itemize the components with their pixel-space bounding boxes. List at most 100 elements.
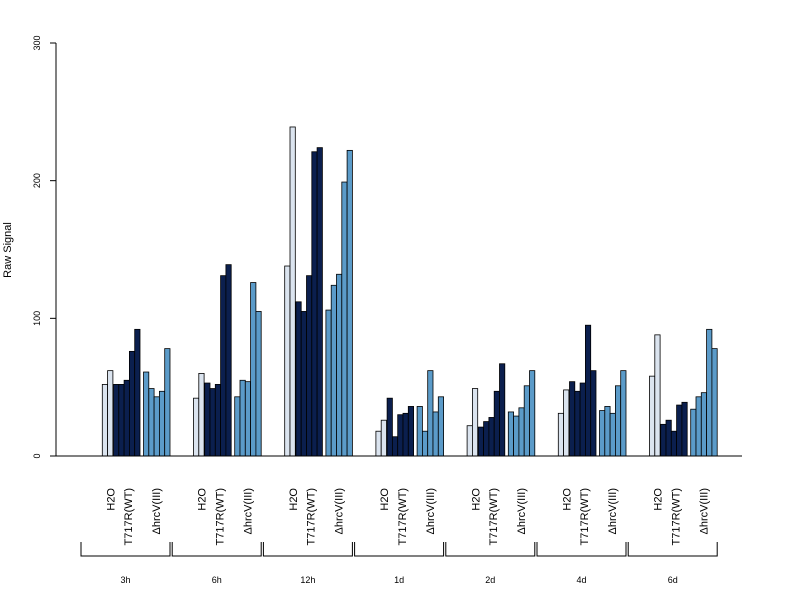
bar — [676, 404, 683, 457]
bar — [148, 388, 155, 457]
bar — [585, 324, 592, 457]
treatment-label: T717R(WT) — [579, 488, 591, 545]
bar — [665, 419, 672, 457]
bar — [250, 282, 257, 457]
bar — [209, 388, 216, 457]
bar — [386, 397, 393, 457]
time-bracket — [354, 542, 445, 557]
bar — [198, 372, 205, 457]
bar — [153, 396, 160, 457]
treatment-label: ΔhrcV(III) — [425, 488, 437, 534]
bar — [466, 425, 473, 457]
bar — [107, 370, 114, 457]
treatment-label: ΔhrcV(III) — [334, 488, 346, 534]
time-point-label: 4d — [576, 575, 586, 585]
time-groups: 3h 6h 12h 1d 2d 4d 6d — [80, 542, 718, 585]
bar — [513, 415, 520, 457]
bar — [164, 348, 171, 457]
treatment-label: ΔhrcV(III) — [242, 488, 254, 534]
y-tick-label: 300 — [32, 35, 42, 50]
y-axis-label: Raw Signal — [2, 222, 14, 278]
bar — [239, 379, 246, 457]
bar — [336, 273, 343, 457]
bar — [284, 265, 291, 457]
treatment-label: T717R(WT) — [397, 488, 409, 545]
treatment-label: T717R(WT) — [123, 488, 135, 545]
bar — [118, 384, 125, 457]
bar — [214, 384, 222, 457]
bar — [311, 151, 318, 457]
bar — [615, 385, 622, 457]
treatment-label: ΔhrcV(III) — [698, 488, 710, 534]
bar — [569, 381, 576, 457]
bar — [101, 384, 109, 457]
treatment-label: T717R(WT) — [306, 488, 318, 545]
bar — [654, 334, 661, 457]
bar — [557, 412, 564, 457]
bar — [407, 406, 414, 457]
bar — [706, 328, 713, 457]
bar — [295, 301, 302, 457]
bar — [477, 426, 484, 457]
y-tick-label: 100 — [32, 311, 42, 326]
bar — [421, 430, 429, 457]
bar — [325, 309, 332, 457]
time-point-label: 6h — [212, 575, 222, 585]
bar — [341, 181, 348, 457]
bar — [427, 370, 434, 457]
bar — [193, 397, 200, 457]
bar — [660, 423, 667, 457]
bar — [590, 370, 597, 457]
bar — [493, 390, 500, 457]
bar — [529, 370, 536, 457]
bar — [499, 363, 506, 457]
treatment-label: ΔhrcV(III) — [516, 488, 528, 534]
bar — [507, 411, 514, 457]
bar — [620, 370, 627, 457]
bar — [649, 375, 656, 457]
bar — [402, 412, 409, 457]
treatment-label: T717R(WT) — [214, 488, 226, 545]
bar — [483, 421, 490, 457]
treatment-label: H2O — [197, 488, 209, 511]
time-point-label: 2d — [485, 575, 495, 585]
bar — [204, 382, 211, 457]
bar — [695, 396, 702, 457]
bar — [670, 430, 677, 457]
bar — [700, 392, 707, 457]
bar — [432, 411, 439, 457]
bar — [123, 379, 130, 457]
treatment-label: H2O — [653, 488, 665, 511]
bar — [244, 381, 252, 457]
bar — [391, 436, 399, 457]
treatment-label: ΔhrcV(III) — [151, 488, 163, 534]
y-axis: 0 100 200 300 — [32, 35, 57, 459]
bar — [220, 275, 227, 457]
bar — [579, 382, 586, 457]
treatment-label: T717R(WT) — [488, 488, 500, 545]
treatment-label: H2O — [288, 488, 300, 511]
time-bracket — [171, 542, 262, 557]
bar — [488, 417, 495, 457]
bar — [711, 348, 718, 457]
bar — [113, 384, 120, 457]
y-tick-label: 0 — [32, 453, 42, 458]
bar — [437, 396, 444, 457]
bar — [518, 407, 525, 457]
bar — [306, 275, 313, 457]
time-point-label: 12h — [300, 575, 315, 585]
treatment-label: ΔhrcV(III) — [607, 488, 619, 534]
bar — [143, 371, 150, 457]
bar — [574, 390, 581, 457]
time-bracket — [445, 542, 536, 557]
bar — [397, 414, 404, 457]
bars — [101, 126, 718, 457]
bar — [134, 328, 141, 457]
bar — [681, 401, 688, 457]
bar — [346, 149, 353, 457]
bar — [563, 389, 570, 457]
bar — [316, 147, 323, 457]
treatment-label: H2O — [470, 488, 482, 511]
bar — [158, 390, 166, 457]
